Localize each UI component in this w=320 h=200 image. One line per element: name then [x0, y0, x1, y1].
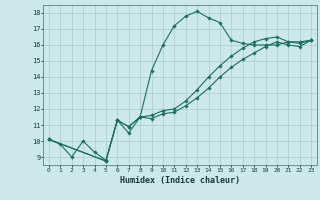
X-axis label: Humidex (Indice chaleur): Humidex (Indice chaleur): [120, 176, 240, 185]
